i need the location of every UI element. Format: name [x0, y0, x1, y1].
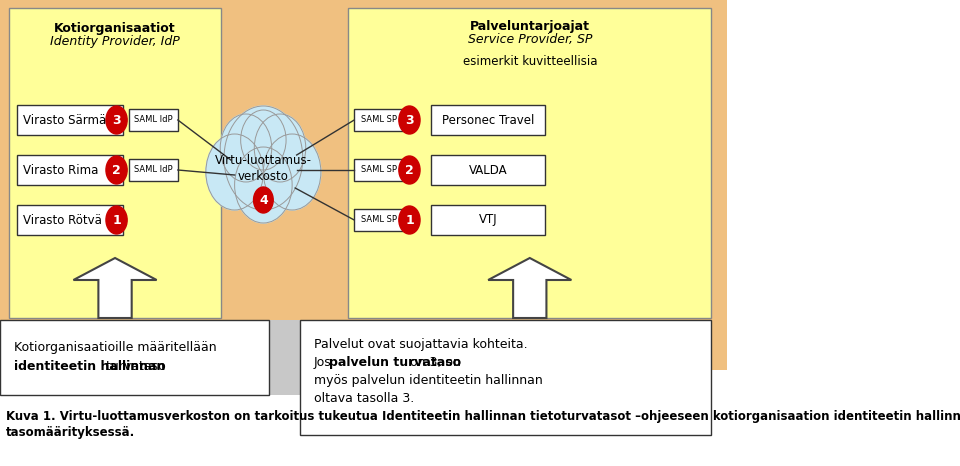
Circle shape: [106, 156, 127, 184]
Circle shape: [263, 134, 321, 210]
Text: SAML SP: SAML SP: [361, 116, 396, 124]
Text: Virasto Rima: Virasto Rima: [23, 164, 98, 177]
Circle shape: [398, 206, 420, 234]
Text: tasomäärityksessä.: tasomäärityksessä.: [6, 426, 135, 439]
Text: 1: 1: [112, 213, 121, 226]
Circle shape: [224, 106, 302, 210]
Text: 3: 3: [405, 114, 414, 126]
Circle shape: [254, 114, 305, 182]
Text: Service Provider, SP: Service Provider, SP: [468, 33, 592, 46]
Circle shape: [241, 110, 286, 170]
Text: myös palvelun identiteetin hallinnan: myös palvelun identiteetin hallinnan: [314, 374, 542, 387]
Bar: [9, 8, 221, 318]
Text: 4: 4: [259, 193, 268, 206]
Text: VTJ: VTJ: [479, 213, 497, 226]
Circle shape: [253, 187, 274, 213]
Bar: [0, 320, 269, 395]
Text: Jos: Jos: [314, 356, 336, 369]
Circle shape: [398, 106, 420, 134]
Bar: [16, 105, 123, 135]
Bar: [431, 155, 545, 185]
Text: on 3, on: on 3, on: [405, 356, 461, 369]
Bar: [354, 159, 403, 181]
Text: 2: 2: [405, 164, 414, 177]
Bar: [16, 205, 123, 235]
Text: VALDA: VALDA: [468, 164, 508, 177]
Text: Kuva 1. Virtu-luottamusverkoston on tarkoitus tukeutua Identiteetin hallinnan ti: Kuva 1. Virtu-luottamusverkoston on tark…: [6, 410, 960, 423]
Text: Virasto Rötvä: Virasto Rötvä: [23, 213, 102, 226]
Text: Kotiorganisaatioille määritellään: Kotiorganisaatioille määritellään: [13, 342, 216, 355]
Text: oltava tasolla 3.: oltava tasolla 3.: [314, 392, 415, 405]
Circle shape: [398, 156, 420, 184]
Text: SAML SP: SAML SP: [361, 165, 396, 174]
Text: SAML IdP: SAML IdP: [134, 165, 173, 174]
Text: Palvelut ovat suojattavia kohteita.: Palvelut ovat suojattavia kohteita.: [314, 338, 528, 351]
Bar: [431, 205, 545, 235]
Text: SAML SP: SAML SP: [361, 215, 396, 225]
Circle shape: [106, 106, 127, 134]
Text: 2: 2: [112, 164, 121, 177]
Bar: [300, 320, 711, 435]
Bar: [354, 109, 403, 131]
Text: 3: 3: [112, 114, 121, 126]
Text: palvelun turvataso: palvelun turvataso: [329, 356, 462, 369]
Text: Identity Provider, IdP: Identity Provider, IdP: [50, 35, 180, 48]
Text: Virasto Särmä: Virasto Särmä: [23, 114, 106, 126]
Text: turvataso: turvataso: [102, 361, 166, 374]
Polygon shape: [73, 258, 156, 318]
Bar: [348, 8, 711, 318]
Text: 1: 1: [405, 213, 414, 226]
Circle shape: [106, 206, 127, 234]
Polygon shape: [488, 258, 571, 318]
Bar: [0, 0, 727, 370]
Text: esimerkit kuvitteellisia: esimerkit kuvitteellisia: [463, 55, 597, 68]
Bar: [16, 155, 123, 185]
Circle shape: [234, 147, 292, 223]
Text: identiteetin hallinnan: identiteetin hallinnan: [13, 361, 165, 374]
Text: SAML IdP: SAML IdP: [134, 116, 173, 124]
Bar: [354, 209, 403, 231]
Bar: [129, 109, 178, 131]
Text: Virtu-luottamus-
verkosto: Virtu-luottamus- verkosto: [215, 153, 312, 183]
Circle shape: [220, 114, 272, 182]
Bar: [431, 105, 545, 135]
Text: Personec Travel: Personec Travel: [442, 114, 535, 126]
Circle shape: [205, 134, 263, 210]
Text: Kotiorganisaatiot: Kotiorganisaatiot: [54, 22, 176, 35]
Bar: [269, 320, 300, 395]
Text: Palveluntarjoajat: Palveluntarjoajat: [469, 20, 589, 33]
Bar: [129, 159, 178, 181]
